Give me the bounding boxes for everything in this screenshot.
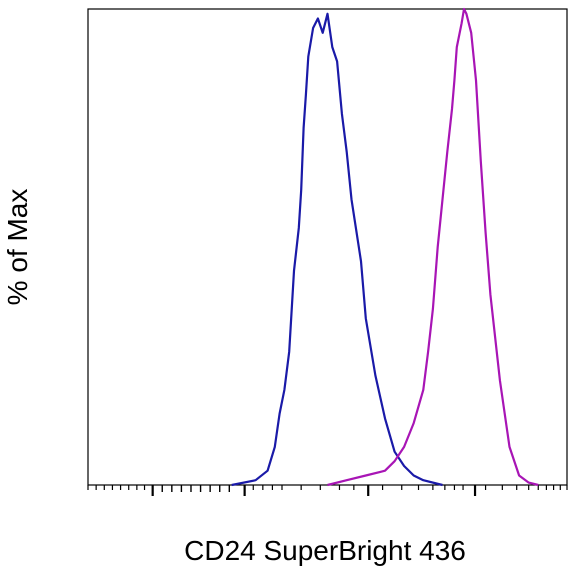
x-axis-label: CD24 SuperBright 436 (184, 535, 466, 566)
y-axis-label: % of Max (2, 189, 33, 306)
x-axis-ticks (87, 485, 568, 496)
plot-frame (87, 8, 568, 486)
histogram-series (231, 7, 539, 487)
histogram-line-1 (231, 12, 443, 487)
histogram-line-2 (327, 7, 539, 487)
